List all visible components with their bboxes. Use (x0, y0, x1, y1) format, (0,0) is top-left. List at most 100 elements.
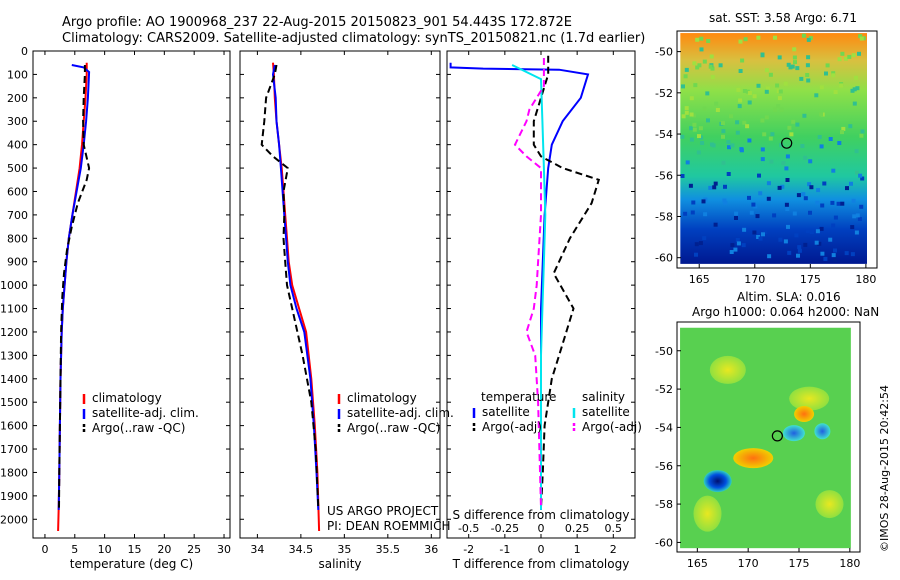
y-tick-label: 1900 (0, 490, 28, 503)
sst-pixel (797, 245, 802, 250)
y-tick-label: 500 (7, 162, 28, 175)
sst-pixel (784, 166, 789, 171)
legend-header-temperature: temperature (481, 390, 556, 404)
sst-pixel (841, 126, 846, 131)
legend-label: climatology (347, 391, 417, 405)
sst-pixel (817, 241, 822, 246)
y-tick-label: -56 (655, 460, 673, 473)
sst-pixel (796, 193, 801, 198)
legend-label: satellite (482, 405, 530, 419)
sst-pixel (850, 225, 855, 230)
salinity-profile-panel: 34 34.5 35 35.5 36 salinity climatologysatelli… (239, 50, 454, 571)
sst-pixel (734, 211, 739, 216)
sst-pixel (776, 104, 781, 109)
sst-map-panel: 165 170 175 180 -50 -52 -54 -56 -58 -60 (655, 30, 878, 286)
x-tick-label: 30 (217, 543, 231, 556)
sst-pixel (697, 63, 702, 68)
sst-pixel (738, 69, 743, 73)
sst-pixel (819, 85, 824, 90)
sst-pixel (850, 252, 855, 257)
sst-pixel (814, 240, 819, 245)
x-top-tick-label: 0 (538, 522, 545, 535)
sst-pixel (779, 107, 784, 112)
sst-pixel (840, 51, 845, 56)
sst-pixel (851, 53, 856, 58)
sst-pixel (778, 237, 783, 242)
sst-pixel (715, 108, 720, 112)
sst-pixel (688, 183, 693, 188)
sst-pixel (800, 144, 805, 148)
y-tick-label: -58 (655, 210, 673, 223)
sst-pixel (783, 239, 788, 244)
sla-anomaly-blob (703, 470, 732, 493)
x-tick-label: 34.5 (289, 543, 314, 556)
sst-pixel (683, 211, 688, 216)
sla-map-title-line2: Argo h1000: 0.064 h2000: NaN (692, 305, 879, 319)
sst-pixel (703, 212, 708, 217)
sst-pixel (756, 83, 761, 88)
sst-pixel (792, 211, 797, 216)
sst-pixel (857, 217, 862, 221)
sst-pixel (819, 144, 824, 149)
sst-pixel (743, 37, 748, 42)
y-tick-label: 400 (7, 139, 28, 152)
sst-pixel (684, 106, 689, 111)
x-tick-label: 170 (738, 557, 759, 570)
sst-pixel (855, 86, 860, 91)
sst-pixel (831, 168, 836, 173)
y-tick-label: 1800 (0, 466, 28, 479)
y-tick-label: 100 (7, 68, 28, 81)
sst-pixel (700, 141, 705, 145)
sst-pixel (760, 52, 765, 57)
sst-pixel (817, 135, 822, 139)
sst-pixel (756, 35, 761, 40)
y-tick-label: -54 (655, 421, 673, 434)
sst-pixel (808, 159, 813, 164)
sst-pixel (854, 230, 859, 235)
sst-pixel (785, 207, 790, 211)
sst-pixel (742, 120, 747, 125)
sst-pixel (747, 138, 752, 143)
sst-pixel (692, 122, 697, 127)
sst-pixel (831, 223, 836, 228)
series-line-temperature-argo-adj- (532, 55, 601, 508)
sst-pixel (787, 125, 792, 130)
sst-pixel (833, 248, 837, 253)
series-line-salinity-satellite (511, 64, 547, 510)
sst-pixel (721, 129, 726, 134)
sst-pixel (699, 36, 704, 41)
sst-pixel (767, 254, 772, 259)
series-line-temperature-satellite (449, 62, 590, 510)
sst-pixel (830, 200, 835, 205)
sst-pixel (833, 215, 838, 220)
sst-pixel (735, 238, 740, 242)
sst-pixel (681, 84, 685, 89)
plot-frame (239, 50, 441, 539)
sst-pixel (850, 88, 855, 93)
sst-pixel (747, 195, 751, 200)
sst-pixel (705, 91, 710, 96)
sst-pixel (825, 63, 830, 68)
sst-pixel (742, 89, 747, 93)
x-tick-label: 1 (574, 543, 581, 556)
sst-pixel (831, 73, 836, 78)
series-line-satellite-adj-clim- (271, 64, 320, 510)
sst-pixel (803, 242, 808, 247)
x-tick-label: 35.5 (376, 543, 401, 556)
sst-pixel (815, 229, 820, 234)
sst-pixel (709, 54, 714, 59)
y-tick-label: 0 (21, 45, 28, 58)
series-line-salinity-argo-adj- (513, 58, 545, 508)
legend-label: Argo(..raw -QC) (347, 421, 440, 435)
sst-pixel (858, 173, 863, 178)
sst-pixel (727, 145, 731, 150)
sla-anomaly-blob (693, 495, 722, 532)
sst-pixel (822, 181, 827, 186)
sst-pixel (775, 83, 780, 88)
x-tick-label: 10 (98, 543, 112, 556)
sst-pixel (787, 250, 792, 255)
x-tick-label: 35 (337, 543, 351, 556)
y-tick-label: -50 (655, 46, 673, 59)
sst-pixel (708, 64, 713, 69)
figure-title-line2: Climatology: CARS2009. Satellite-adjuste… (62, 31, 645, 46)
